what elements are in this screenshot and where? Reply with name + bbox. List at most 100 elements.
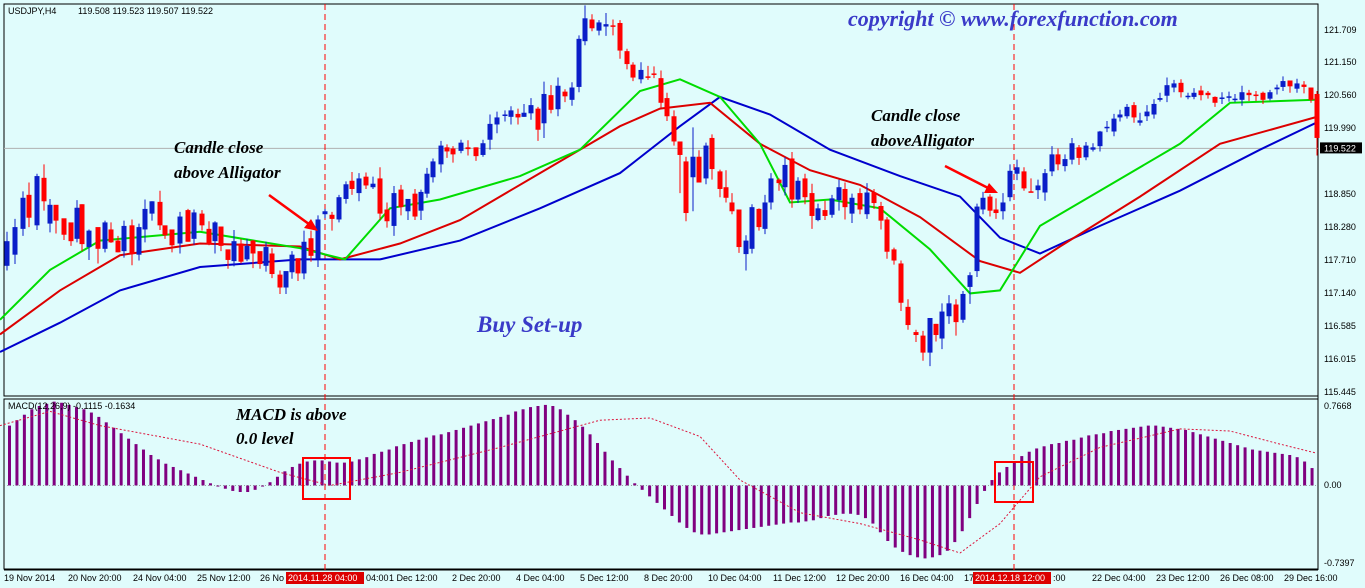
macd-bar [960,485,964,532]
candle [329,211,335,231]
candle [960,291,966,323]
macd-bar [462,427,466,486]
macd-bar [409,441,413,486]
candle-body [480,143,486,155]
candle-body [315,219,321,259]
candle-body [1219,97,1225,99]
candle [405,198,411,221]
candle [34,173,40,231]
macd-bar [1146,425,1150,486]
candle-body [548,95,554,110]
macd-bar [849,485,853,514]
candle [849,193,855,223]
macd-bar [1102,433,1106,486]
candle-body [891,249,897,261]
candle [1049,146,1055,177]
candle [709,134,715,180]
macd-bar [52,401,56,486]
macd-bar [648,485,652,497]
macd-bar [1131,427,1135,486]
candle-body [946,303,952,317]
candle [891,247,897,265]
macd-bar [283,471,287,486]
candle [1280,76,1286,92]
candle-body [933,323,939,336]
candle [878,201,884,230]
candle [1111,113,1117,137]
candle-body [1212,96,1218,103]
candle [939,303,945,350]
candle [108,222,114,243]
macd-bar [566,414,570,486]
macd-bar [164,463,168,486]
macd-bar [1221,440,1225,486]
candle-body [1253,94,1259,97]
candle-body [638,69,644,80]
candle [283,271,289,294]
candle [987,194,993,217]
candle [658,70,664,108]
macd-bar [1288,454,1292,486]
candle-body [4,241,10,266]
candle-body [295,258,301,274]
candle [370,176,376,189]
macd-bar [677,485,681,523]
candle [384,202,390,228]
candle [480,139,486,157]
candle [1021,167,1027,191]
candle-body [815,208,821,221]
macd-bar [231,485,235,491]
candle [458,139,464,154]
candle [450,146,456,163]
macd-bar [901,485,905,552]
candle [1117,109,1123,122]
candle-body [857,193,863,210]
candle [508,106,514,125]
price-tick: 116.015 [1324,354,1356,364]
candle [671,110,677,146]
candle [12,218,18,265]
candle [212,221,218,254]
candle [142,199,148,243]
macd-bar [908,485,912,556]
candle [548,85,554,114]
candle-body [1260,92,1266,100]
candle [980,191,986,215]
macd-bar [685,485,689,528]
candle [191,209,197,245]
time-label: 04:00 [366,573,389,583]
macd-tick: 0.00 [1324,480,1342,490]
candle-body [244,245,250,260]
candle [26,182,32,228]
macd-bar [208,483,212,486]
candle [418,189,424,221]
time-label: 16 Dec 04:00 [900,573,954,583]
macd-bar [1176,428,1180,486]
candle-body [1062,159,1068,167]
candle [1198,85,1204,101]
macd-bar [1295,457,1299,486]
candle [617,20,623,59]
time-label: 4 Dec 04:00 [516,573,565,583]
buy-setup-label: Buy Set-up [476,312,582,337]
candle [136,223,142,261]
macd-bar [1184,429,1188,486]
candle [795,177,801,204]
candle [438,140,444,173]
macd-bar [722,485,726,533]
candle [1178,79,1184,98]
candle-body [1274,87,1280,90]
candle-body [225,249,231,260]
candle-body [473,147,479,157]
candle-body [1021,171,1027,189]
macd-bar [290,466,294,486]
candle-body [603,24,609,27]
candle-body [630,64,636,78]
time-label: 29 Dec 16:00 [1284,573,1338,583]
candle [1124,103,1130,119]
annotation-macd-line1: MACD is above [235,405,347,424]
time-label: 1 Dec 12:00 [389,573,438,583]
macd-bar [916,485,920,558]
candle-body [671,116,677,142]
candle [555,77,561,117]
